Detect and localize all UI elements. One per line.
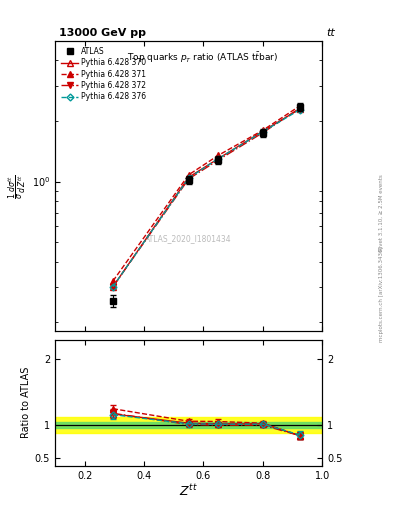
Text: Rivet 3.1.10, ≥ 2.5M events: Rivet 3.1.10, ≥ 2.5M events: [379, 174, 384, 251]
Text: 13000 GeV pp: 13000 GeV pp: [59, 28, 146, 38]
Legend: ATLAS, Pythia 6.428 370, Pythia 6.428 371, Pythia 6.428 372, Pythia 6.428 376: ATLAS, Pythia 6.428 370, Pythia 6.428 37…: [59, 45, 149, 103]
Text: mcplots.cern.ch [arXiv:1306.3436]: mcplots.cern.ch [arXiv:1306.3436]: [379, 247, 384, 342]
Y-axis label: Ratio to ATLAS: Ratio to ATLAS: [20, 367, 31, 438]
Text: ATLAS_2020_I1801434: ATLAS_2020_I1801434: [145, 234, 232, 243]
Text: Top quarks $p_T$ ratio (ATLAS t$\bar{t}$bar): Top quarks $p_T$ ratio (ATLAS t$\bar{t}$…: [127, 50, 277, 65]
Text: tt: tt: [326, 28, 335, 38]
X-axis label: $Z^{tt}$: $Z^{tt}$: [179, 483, 198, 499]
Y-axis label: $\frac{1}{\sigma}\frac{d\sigma^{tt}}{d\,Z^{tt}}$: $\frac{1}{\sigma}\frac{d\sigma^{tt}}{d\,…: [6, 174, 28, 199]
